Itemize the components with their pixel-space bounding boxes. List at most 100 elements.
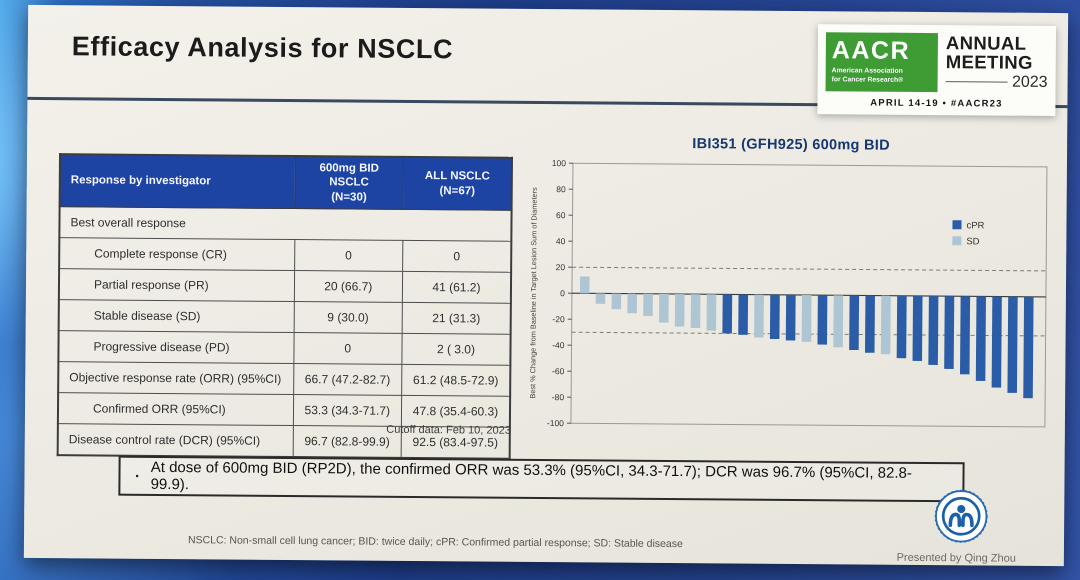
waterfall-bar: [801, 295, 812, 342]
waterfall-bar: [785, 294, 796, 341]
y-tick-label: -40: [552, 340, 565, 350]
waterfall-bar: [659, 293, 669, 323]
efficacy-table: Response by investigator 600mg BID NSCLC…: [56, 153, 514, 460]
key-finding-box: ▪ At dose of 600mg BID (RP2D), the confi…: [118, 455, 965, 503]
row-value: 66.7 (47.2-82.7): [293, 363, 402, 396]
y-tick-label: -80: [552, 392, 565, 402]
waterfall-bar: [706, 294, 717, 331]
row-label: Best overall response: [59, 206, 512, 242]
waterfall-bar: [674, 294, 685, 327]
legend-label: SD: [966, 236, 979, 247]
row-value: 61.2 (48.5-72.9): [401, 364, 511, 397]
key-finding-text: At dose of 600mg BID (RP2D), the confirm…: [150, 458, 912, 494]
legend-label: cPR: [966, 220, 984, 231]
table-row: Best overall response: [59, 206, 512, 242]
row-value: 2 ( 3.0): [401, 333, 511, 366]
slide: Efficacy Analysis for NSCLC AACR America…: [23, 4, 1069, 567]
waterfall-bar: [817, 295, 828, 345]
waterfall-chart: IBI351 (GFH925) 600mg BID 100 80 60 40 20 0 -2…: [523, 135, 1057, 455]
waterfall-bar: [722, 294, 733, 334]
waterfall-bar: [880, 295, 891, 355]
row-value: 47.8 (35.4-60.3): [401, 395, 511, 428]
legend-swatch-SD: [952, 236, 962, 246]
logo-person-head-icon: [957, 505, 966, 514]
logo-person-body-icon: [948, 512, 974, 528]
aacr-acronym: AACR: [831, 36, 911, 65]
table-header-row: Response by investigator 600mg BID NSCLC…: [59, 154, 513, 211]
waterfall-bar: [1007, 296, 1018, 393]
waterfall-bar: [975, 296, 986, 381]
waterfall-bar: [912, 295, 923, 361]
row-label: Stable disease (SD): [58, 299, 294, 333]
reference-line: [572, 266, 1047, 272]
waterfall-bar: [991, 296, 1002, 388]
waterfall-bar: [627, 293, 638, 314]
y-tick-label: -20: [552, 314, 565, 324]
waterfall-bar: [643, 293, 653, 316]
aacr-meeting-block: ANNUAL MEETING 2023: [945, 32, 1048, 92]
institute-logo: [934, 489, 988, 543]
header-response: Response by investigator: [59, 154, 296, 209]
efficacy-table-head: Response by investigator 600mg BID NSCLC…: [59, 154, 513, 211]
table-row: Objective response rate (ORR) (95%CI) 66.…: [58, 361, 511, 397]
table-row: Complete response (CR) 0 0: [59, 237, 512, 273]
abbreviations-footnote: NSCLC: Non-small cell lung cancer; BID: …: [187, 534, 683, 551]
table-row: Progressive disease (PD) 0 2 ( 3.0): [58, 330, 511, 366]
aacr-meeting: MEETING: [945, 50, 1033, 73]
waterfall-bar: [595, 293, 606, 304]
waterfall-bar: [833, 295, 844, 348]
waterfall-bar: [754, 294, 764, 338]
waterfall-bar: [738, 294, 749, 335]
slide-title: Efficacy Analysis for NSCLC: [71, 31, 454, 65]
waterfall-bar: [864, 295, 875, 353]
y-tick-label: 80: [556, 184, 566, 194]
row-value: 21 (31.3): [402, 302, 511, 335]
y-axis-label: Best % Change from Baseline in Target Le…: [528, 187, 539, 399]
bullet-icon: ▪: [135, 470, 139, 481]
row-value: 0: [402, 240, 512, 273]
aacr-logo-top: AACR American Association for Cancer Res…: [825, 32, 1048, 92]
row-value: 0: [294, 239, 403, 272]
row-value: 20 (66.7): [293, 270, 403, 303]
waterfall-bar: [579, 276, 590, 294]
row-value: 41 (61.2): [402, 271, 512, 304]
y-tick-label: 20: [556, 262, 566, 272]
row-value: 9 (30.0): [293, 301, 403, 334]
row-label: Partial response (PR): [58, 268, 295, 302]
y-tick-label: 0: [560, 288, 565, 298]
row-label: Progressive disease (PD): [58, 330, 294, 364]
aacr-green-box: AACR American Association for Cancer Res…: [825, 32, 938, 92]
waterfall-bar: [690, 294, 701, 329]
header-600mg: 600mg BID NSCLC (N=30): [294, 156, 404, 210]
presented-by: Presented by Qing Zhou: [896, 551, 1016, 565]
y-tick-label: 100: [552, 158, 567, 168]
aacr-year: 2023: [1011, 73, 1048, 91]
waterfall-bar: [849, 295, 860, 351]
row-value: 0: [293, 332, 403, 365]
header-all-nsclc: ALL NSCLC (N=67): [403, 156, 513, 211]
y-tick-label: 60: [556, 210, 566, 220]
row-label: Complete response (CR): [59, 237, 295, 271]
aacr-logo: AACR American Association for Cancer Res…: [817, 24, 1057, 116]
waterfall-bar: [1023, 296, 1034, 399]
row-label: Objective response rate (ORR) (95%CI): [58, 361, 294, 395]
legend-swatch-cPR: [952, 220, 962, 230]
table-row: Partial response (PR) 20 (66.7) 41 (61.2): [58, 268, 512, 304]
y-tick-label: -60: [552, 366, 565, 376]
waterfall-bar: [896, 295, 907, 359]
y-tick-label: -100: [547, 418, 564, 428]
aacr-dates: APRIL 14-19 • #AACR23: [870, 97, 1003, 110]
waterfall-plot: 100 80 60 40 20 0 -20 -40 -60 -80 -100 Best % Chang…: [528, 158, 1048, 428]
y-tick-label: 40: [556, 236, 566, 246]
waterfall-bar: [611, 293, 622, 310]
waterfall-bar: [944, 296, 955, 370]
table-row: Stable disease (SD) 9 (30.0) 21 (31.3): [58, 299, 511, 335]
row-value: 53.3 (34.3-71.7): [292, 394, 402, 427]
waterfall-bar: [960, 296, 971, 375]
aacr-subtext: American Association for Cancer Research…: [831, 67, 904, 84]
aacr-year-line: [945, 81, 1009, 84]
aacr-year-row: 2023: [945, 73, 1048, 92]
waterfall-bar: [928, 296, 939, 365]
waterfall-bar: [769, 294, 780, 340]
